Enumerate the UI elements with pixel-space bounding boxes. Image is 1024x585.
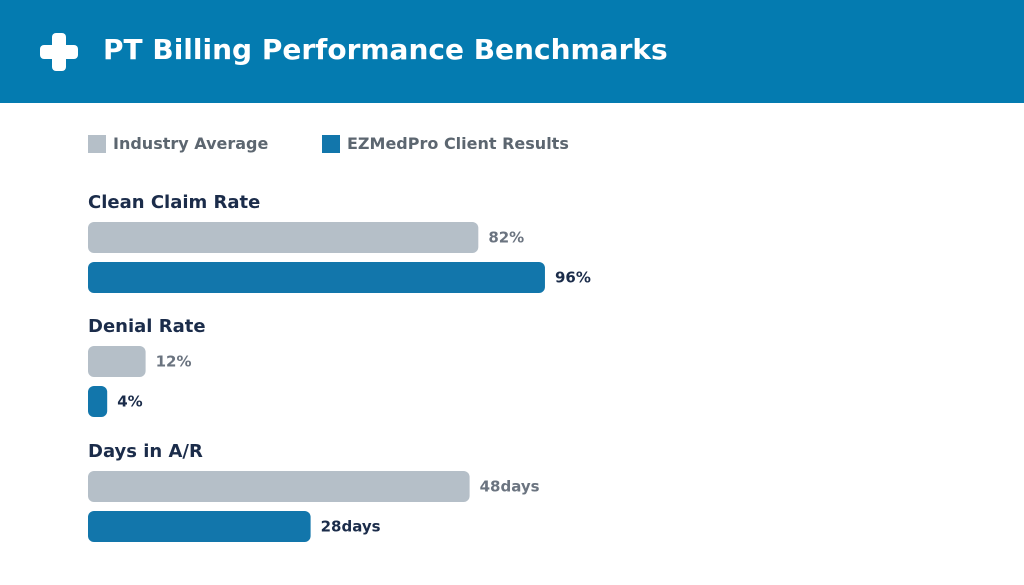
header-bar: PT Billing Performance Benchmarks (0, 0, 1024, 103)
client-bar (88, 386, 108, 417)
category-title: Denial Rate (88, 316, 206, 337)
medical-cross-icon (40, 33, 78, 71)
category-title: Days in A/R (88, 441, 203, 462)
category-title: Clean Claim Rate (88, 192, 260, 213)
industry-bar (88, 222, 479, 253)
legend-swatch-industry (88, 135, 106, 153)
industry-value-label: 48days (480, 478, 540, 496)
industry-bar (88, 471, 470, 502)
client-bar (88, 511, 311, 542)
client-value-label: 4% (117, 393, 142, 411)
industry-bar (88, 346, 146, 377)
client-value-label: 96% (555, 269, 591, 287)
legend-label-industry: Industry Average (113, 134, 269, 153)
client-value-label: 28days (321, 518, 381, 536)
industry-value-label: 82% (488, 229, 524, 247)
industry-value-label: 12% (156, 353, 192, 371)
client-bar (88, 262, 545, 293)
legend-label-client: EZMedPro Client Results (347, 134, 569, 153)
legend-swatch-client (322, 135, 340, 153)
page-title: PT Billing Performance Benchmarks (103, 33, 668, 66)
